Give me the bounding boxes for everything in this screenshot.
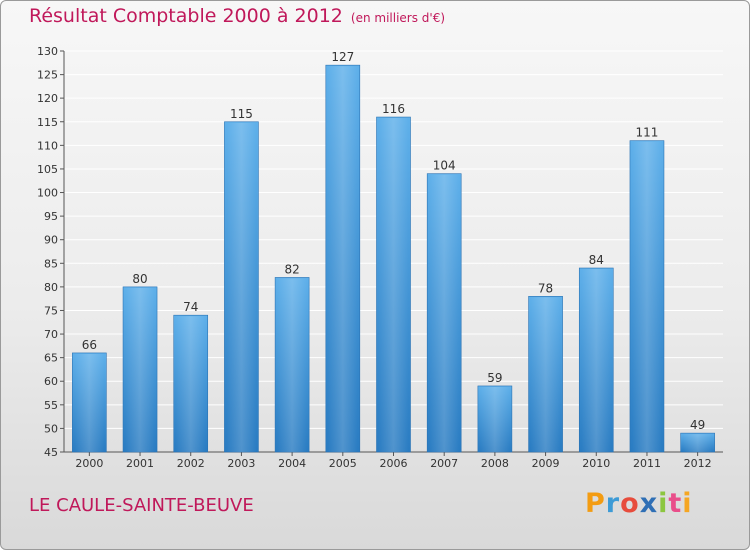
- x-tick-label: 2003: [227, 457, 255, 470]
- x-tick-label: 2007: [430, 457, 458, 470]
- y-tick-label: 80: [44, 281, 58, 294]
- labels: 66 2000 80 2001 74 2002 115 2003 82 2004 127 2005 11…: [75, 50, 711, 470]
- x-tick-label: 2005: [329, 457, 357, 470]
- y-tick-label: 45: [44, 446, 58, 459]
- y-tick-label: 130: [37, 45, 58, 58]
- bar-highlight: [327, 66, 358, 452]
- x-tick-label: 2010: [582, 457, 610, 470]
- bar-highlight: [429, 174, 460, 453]
- y-tick-label: 105: [37, 163, 58, 176]
- data-label: 115: [230, 107, 253, 121]
- x-tick-label: 2002: [177, 457, 205, 470]
- y-tick-label: 125: [37, 69, 58, 82]
- y-tick-label: 60: [44, 375, 58, 388]
- bar-highlight: [378, 118, 409, 452]
- x-tick-label: 2011: [633, 457, 661, 470]
- logo-letter: i: [682, 488, 693, 519]
- logo-letter: P: [585, 488, 606, 519]
- bar-highlight: [226, 122, 257, 452]
- data-label: 49: [690, 418, 705, 432]
- x-tick-label: 2004: [278, 457, 306, 470]
- bar-highlight: [479, 386, 510, 452]
- bar-highlight: [175, 316, 206, 452]
- bar-highlight: [530, 297, 561, 452]
- y-tick-label: 110: [37, 139, 58, 152]
- y-tick-label: 90: [44, 234, 58, 247]
- data-label: 74: [183, 300, 198, 314]
- logo-letter: o: [620, 488, 640, 519]
- bar-highlight: [581, 269, 612, 452]
- bar-highlight: [74, 353, 105, 452]
- x-tick-label: 2000: [75, 457, 103, 470]
- bar-highlight: [631, 141, 662, 452]
- bar-highlight: [682, 434, 713, 452]
- x-tick-label: 2001: [126, 457, 154, 470]
- y-tick-label: 55: [44, 399, 58, 412]
- logo-letter: t: [668, 488, 683, 519]
- data-label: 78: [538, 281, 553, 295]
- bar-highlight: [277, 278, 308, 452]
- y-tick-label: 120: [37, 92, 58, 105]
- logo-letter: i: [658, 488, 669, 519]
- data-label: 104: [433, 159, 456, 173]
- y-tick-label: 100: [37, 187, 58, 200]
- logo-letter: r: [605, 488, 621, 519]
- y-tick-label: 75: [44, 304, 58, 317]
- data-label: 82: [284, 262, 299, 276]
- chart-subtitle: (en milliers d'€): [350, 11, 446, 25]
- chart-title: Résultat Comptable 2000 à 2012 (en millie…: [29, 5, 445, 27]
- x-tick-label: 2009: [532, 457, 560, 470]
- y-tick-label: 95: [44, 210, 58, 223]
- x-tick-label: 2012: [684, 457, 712, 470]
- bars: [72, 64, 715, 453]
- data-label: 59: [487, 371, 502, 385]
- data-label: 111: [636, 126, 659, 140]
- y-tick-label: 115: [37, 116, 58, 129]
- data-label: 116: [382, 102, 405, 116]
- x-tick-label: 2006: [380, 457, 408, 470]
- y-tick-label: 50: [44, 422, 58, 435]
- data-label: 66: [82, 338, 97, 352]
- y-tick-label: 70: [44, 328, 58, 341]
- place-name: LE CAULE-SAINTE-BEUVE: [29, 495, 254, 516]
- y-tick-label: 85: [44, 257, 58, 270]
- bar-highlight: [125, 287, 156, 452]
- y-tick-label: 65: [44, 352, 58, 365]
- proxiti-logo[interactable]: Proxiti: [585, 488, 693, 519]
- x-tick-label: 2008: [481, 457, 509, 470]
- data-label: 80: [132, 272, 147, 286]
- data-label: 84: [589, 253, 604, 267]
- logo-letter: x: [639, 488, 659, 519]
- chart-title-text: Résultat Comptable 2000 à 2012: [29, 5, 343, 27]
- data-label: 127: [331, 50, 354, 64]
